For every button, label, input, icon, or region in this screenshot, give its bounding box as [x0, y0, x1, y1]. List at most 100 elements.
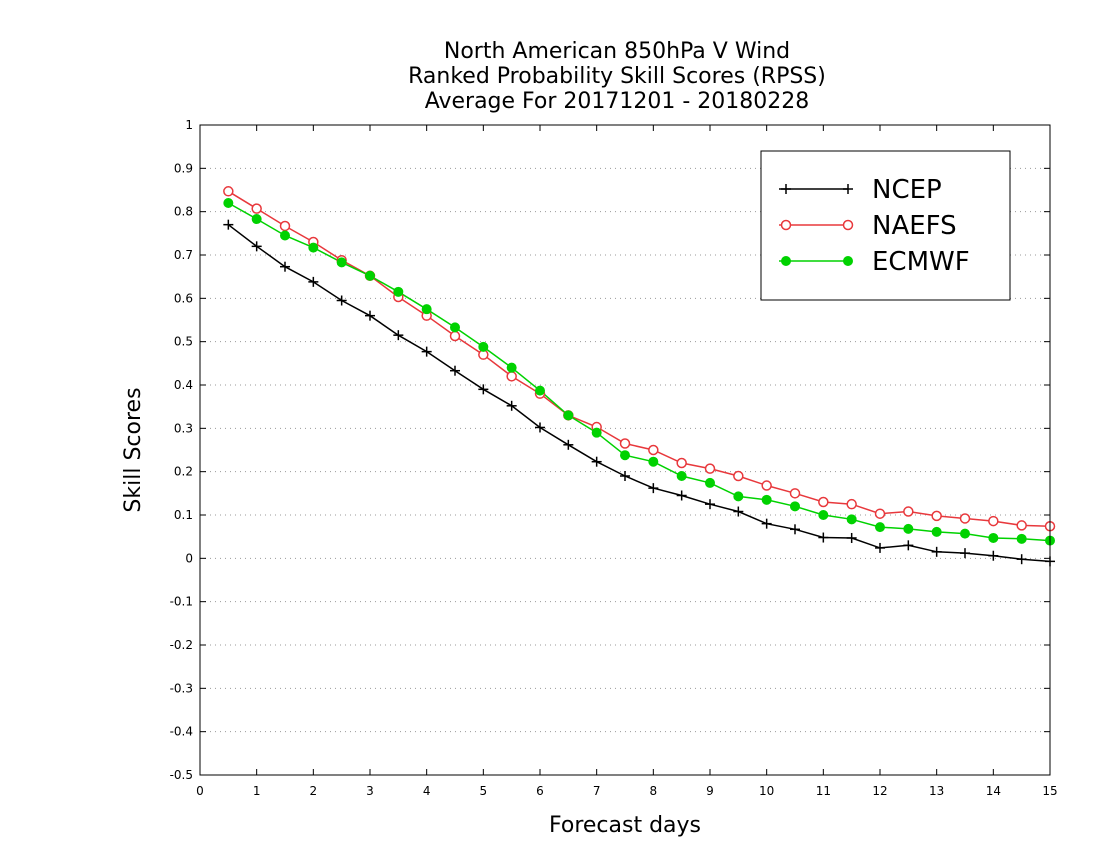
- data-point-ncep: [591, 456, 602, 467]
- data-point-ncep: [818, 532, 829, 543]
- x-tick-label: 8: [650, 784, 658, 798]
- data-point-ecmwf: [818, 510, 829, 520]
- x-tick-label: 15: [1042, 784, 1057, 798]
- legend-marker: [780, 219, 792, 231]
- data-point-ncep: [1016, 554, 1027, 565]
- y-axis-label: Skill Scores: [121, 387, 146, 512]
- data-point-ncep: [223, 219, 234, 230]
- data-point-ecmwf: [563, 410, 574, 421]
- y-tick-label: 0.2: [174, 465, 193, 479]
- legend-marker: [843, 256, 853, 266]
- data-point-ncep: [563, 439, 574, 450]
- y-tick-label: -0.3: [170, 681, 193, 695]
- data-point-naefs: [846, 498, 857, 510]
- data-point-ncep: [931, 546, 942, 557]
- x-tick-label: 13: [929, 784, 944, 798]
- data-point-ncep: [280, 261, 290, 272]
- data-point-ncep: [450, 365, 460, 376]
- data-point-ecmwf: [903, 523, 914, 534]
- data-point-ecmwf: [450, 322, 460, 333]
- x-tick-label: 9: [706, 784, 714, 798]
- data-point-ncep: [336, 295, 347, 306]
- data-point-ecmwf: [620, 450, 630, 461]
- data-point-ecmwf: [676, 471, 687, 481]
- y-axis-ticks: -0.5 -0.4 -0.3 -0.2 -0.1 0 0.1 0.2 0.3 0.4 0.5 0.6 0…: [170, 118, 1050, 782]
- data-point-ncep: [648, 483, 659, 494]
- legend-label: NAEFS: [872, 211, 957, 241]
- data-point-ncep: [705, 499, 715, 510]
- data-point-ncep: [620, 471, 630, 481]
- data-point-naefs: [931, 510, 942, 522]
- series-line-ncep: [227, 224, 1051, 563]
- data-point-naefs: [761, 480, 772, 491]
- data-point-ncep: [960, 548, 970, 559]
- data-point-ecmwf: [733, 491, 744, 502]
- data-point-ecmwf: [761, 494, 772, 505]
- data-point-ecmwf: [421, 304, 432, 315]
- data-point-ecmwf: [535, 385, 545, 396]
- y-tick-label: -0.2: [170, 638, 193, 652]
- x-tick-label: 0: [196, 784, 204, 798]
- data-point-ncep: [875, 542, 885, 553]
- x-tick-label: 2: [310, 784, 318, 798]
- data-point-ecmwf: [308, 242, 319, 253]
- x-tick-label: 14: [986, 784, 1001, 798]
- data-point-ncep: [761, 518, 772, 529]
- chart-title-line-1: North American 850hPa V Wind: [444, 39, 790, 64]
- data-point-naefs: [874, 508, 886, 519]
- data-point-naefs: [818, 496, 829, 508]
- data-point-ecmwf: [988, 532, 999, 543]
- y-tick-label: -0.5: [170, 768, 193, 782]
- data-point-ncep: [988, 550, 999, 561]
- data-point-ncep: [790, 524, 800, 535]
- x-tick-label: 6: [536, 784, 544, 798]
- data-point-ecmwf: [875, 522, 885, 533]
- data-point-ncep: [535, 422, 545, 433]
- data-point-ecmwf: [506, 362, 517, 373]
- data-point-naefs: [789, 488, 801, 499]
- y-tick-label: -0.4: [170, 725, 193, 739]
- data-point-ecmwf: [1016, 533, 1027, 544]
- data-point-ncep: [365, 310, 375, 321]
- data-point-ecmwf: [393, 286, 404, 297]
- legend-label: NCEP: [872, 175, 942, 205]
- data-point-naefs: [676, 457, 687, 469]
- x-tick-label: 4: [423, 784, 431, 798]
- x-axis-ticks: 0 1 2 3 4 5 6 7 8 9 10 11 12 13 14 15: [196, 125, 1058, 798]
- data-point-ncep: [733, 506, 744, 517]
- data-point-ncep: [506, 400, 517, 411]
- y-tick-label: 0.7: [174, 248, 193, 262]
- legend: NCEP NAEFS ECMWF: [760, 150, 1011, 301]
- data-point-ecmwf: [931, 526, 942, 537]
- data-point-ncep: [393, 330, 404, 341]
- data-point-ncep: [676, 490, 687, 501]
- y-tick-label: 0.8: [174, 205, 193, 219]
- x-tick-label: 1: [253, 784, 261, 798]
- y-tick-label: 0.5: [174, 335, 193, 349]
- plot-frame: [199, 124, 1051, 776]
- data-point-naefs: [279, 220, 291, 232]
- y-tick-label: 0.1: [174, 508, 193, 522]
- data-point-ecmwf: [648, 456, 659, 467]
- legend-item-ecmwf: ECMWF: [779, 247, 970, 277]
- x-tick-label: 12: [872, 784, 887, 798]
- chart-title-line-3: Average For 20171201 - 20180228: [425, 89, 810, 114]
- y-tick-label: 1: [185, 118, 193, 132]
- y-tick-label: 0.9: [174, 161, 193, 175]
- data-point-naefs: [251, 203, 262, 214]
- data-point-ncep: [308, 276, 319, 287]
- legend-marker: [781, 256, 791, 266]
- data-point-naefs: [704, 463, 716, 474]
- data-point-ncep: [421, 346, 432, 357]
- legend-item-naefs: NAEFS: [779, 211, 957, 241]
- x-tick-label: 7: [593, 784, 601, 798]
- data-point-ecmwf: [478, 341, 489, 352]
- legend-marker: [781, 184, 791, 194]
- legend-item-ncep: NCEP: [779, 175, 942, 205]
- data-point-ecmwf: [223, 198, 234, 208]
- data-point-ncep: [903, 540, 914, 551]
- x-tick-label: 5: [480, 784, 488, 798]
- data-point-ecmwf: [251, 214, 262, 225]
- x-axis-label: Forecast days: [549, 813, 701, 838]
